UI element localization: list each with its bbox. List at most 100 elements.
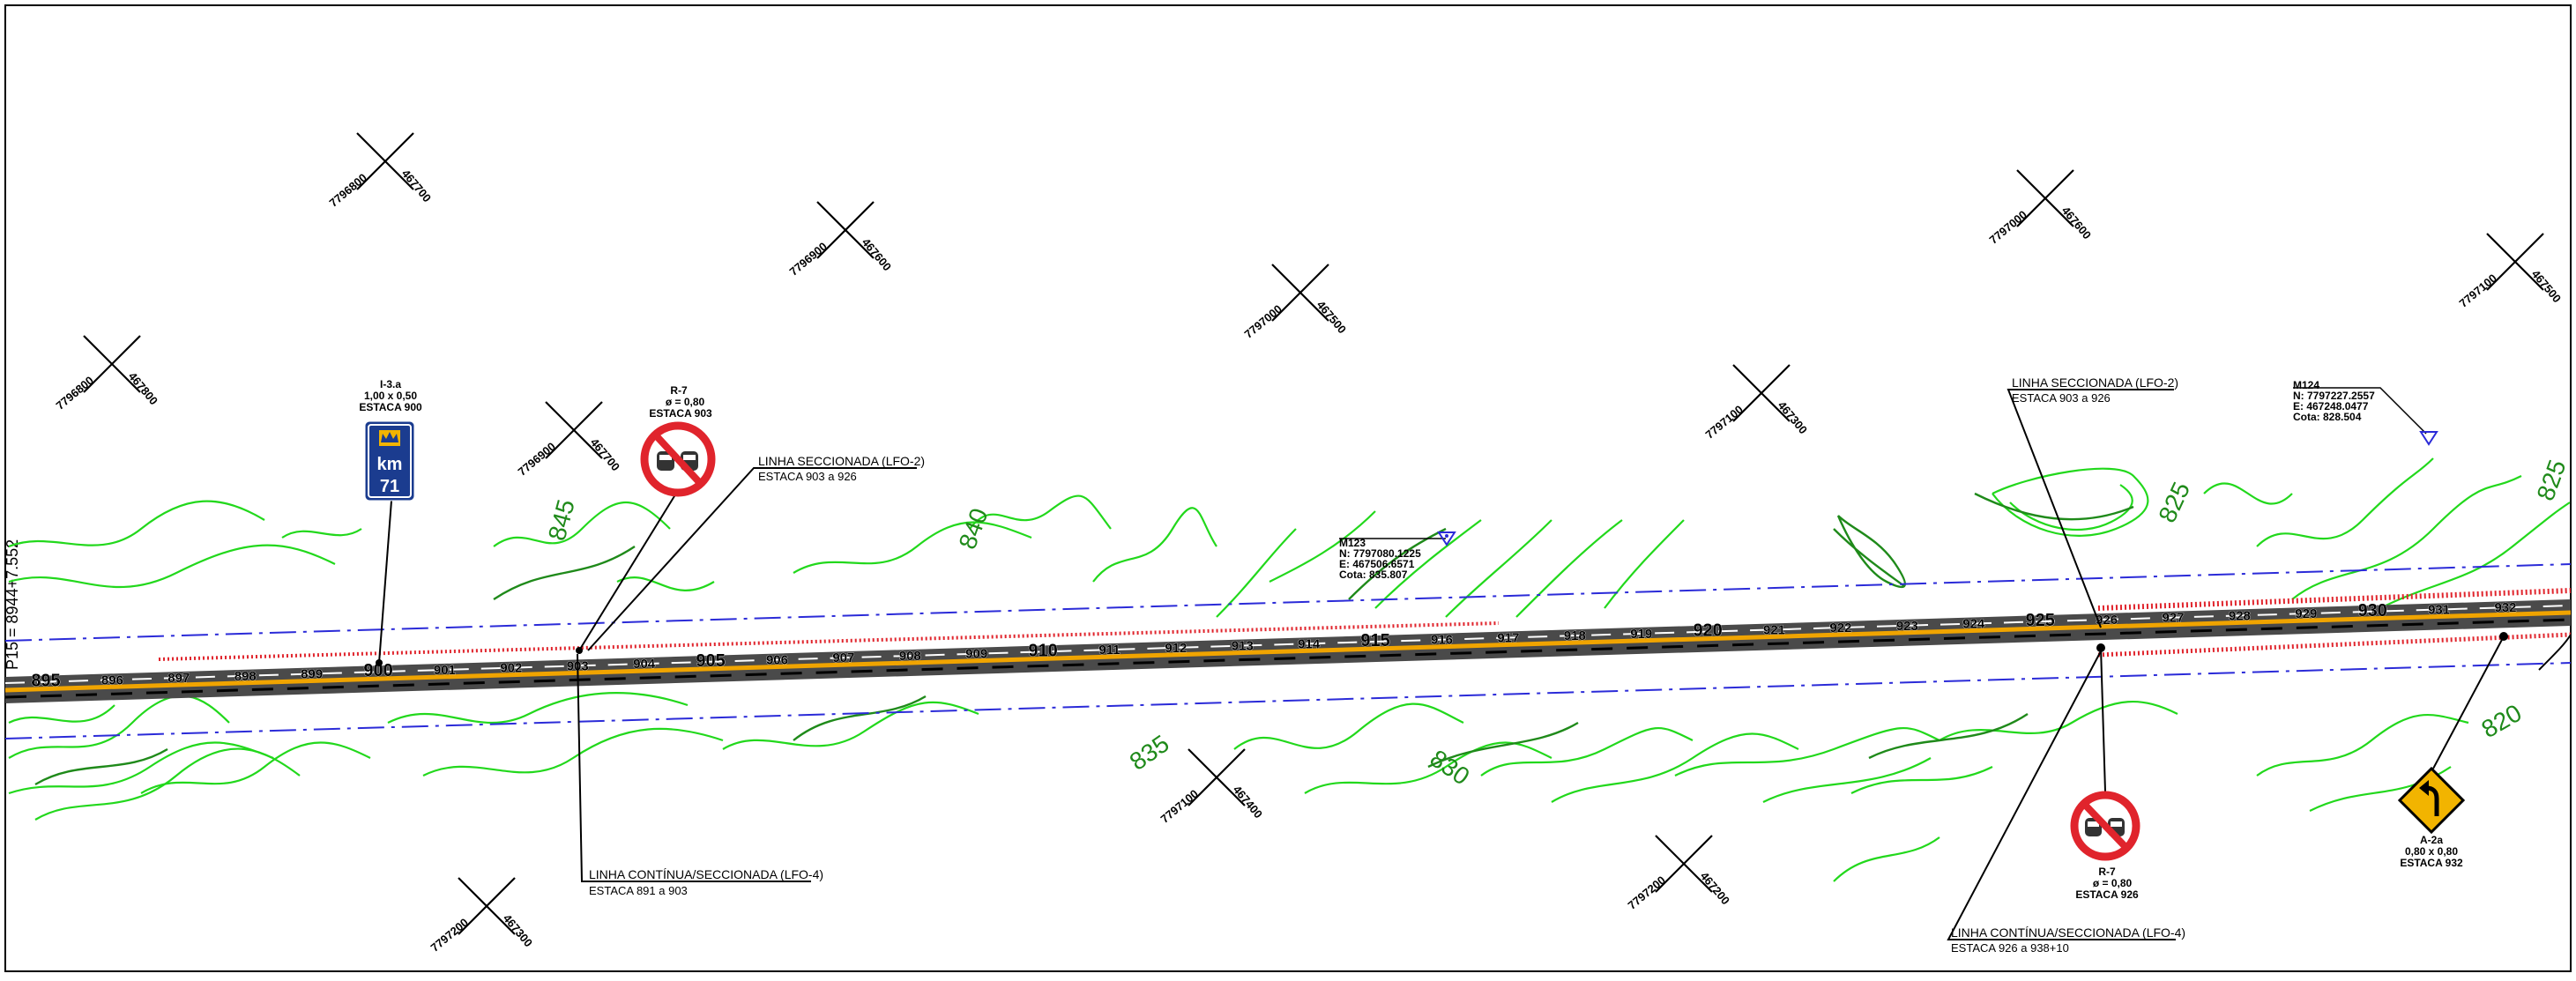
callout-leader xyxy=(587,467,917,651)
sheet-border xyxy=(4,4,2572,972)
sign-post-dot xyxy=(376,659,383,666)
station-label: 909 xyxy=(965,647,987,662)
sign-no-overtaking-903[interactable]: R-7 ø = 0,80 ESTACA 903 xyxy=(576,384,716,654)
grid-northing: 7797100 xyxy=(2457,271,2499,310)
benchmark-m123[interactable]: M123 N: 7797080.1225 E: 467506.6571 Cota… xyxy=(1339,531,1456,581)
callout-sub: ESTACA 926 a 938+10 xyxy=(1951,941,2069,955)
station-label: 927 xyxy=(2162,611,2184,626)
station-label: 925 xyxy=(2025,611,2054,630)
callout-lfo4-right[interactable]: LINHA CONTÍNUA/SECCIONADA (LFO-4) ESTACA… xyxy=(1947,647,2185,955)
grid-cross-mark: 7797100 467400 xyxy=(1158,748,1265,826)
benchmark-triangle-icon xyxy=(1437,531,1456,546)
station-label: 899 xyxy=(301,666,323,681)
station-label: 898 xyxy=(235,669,257,684)
station-label: 932 xyxy=(2494,600,2516,615)
station-label: 928 xyxy=(2229,608,2251,623)
callout-leader xyxy=(1947,647,2176,940)
station-label: 924 xyxy=(1962,616,1985,631)
benchmark-north: N: 7797227.2557 xyxy=(2293,390,2375,402)
station-label: 911 xyxy=(1098,643,1120,658)
grid-northing: 7796800 xyxy=(54,374,96,412)
grid-easting: 467600 xyxy=(860,235,894,273)
station-label: 914 xyxy=(1298,636,1321,651)
grid-easting: 467700 xyxy=(588,435,622,473)
callout-lfo4-left[interactable]: LINHA CONTÍNUA/SECCIONADA (LFO-4) ESTACA… xyxy=(577,653,823,897)
sign-size: ø = 0,80 xyxy=(666,396,705,408)
sign-estaca: ESTACA 903 xyxy=(649,407,712,420)
station-label: 904 xyxy=(633,657,656,672)
lane-marking-north xyxy=(4,605,2572,684)
grid-northing: 7797000 xyxy=(1987,208,2029,247)
grid-cross-mark: 7797100 467300 xyxy=(1703,364,1810,442)
grid-cross-mark: 7797000 467500 xyxy=(1242,264,1349,341)
sign-no-overtaking-926[interactable]: R-7 ø = 0,80 ESTACA 926 xyxy=(2070,643,2140,901)
station-label: 931 xyxy=(2428,603,2450,618)
grid-easting: 467500 xyxy=(2529,267,2564,305)
benchmark-leader xyxy=(2293,387,2427,435)
station-label: 902 xyxy=(500,661,522,676)
grid-northing: 7796900 xyxy=(787,240,830,279)
benchmark-north: N: 7797080.1225 xyxy=(1339,547,1421,560)
grid-easting: 467600 xyxy=(2059,204,2094,242)
callout-sub: ESTACA 891 a 903 xyxy=(589,884,688,897)
grid-northing: 7796800 xyxy=(327,171,369,210)
sign-post-dot xyxy=(576,647,583,654)
no-overtaking-icon xyxy=(2070,791,2140,861)
station-label: 900 xyxy=(363,661,392,680)
station-label: 923 xyxy=(1896,619,1918,634)
benchmark-m124[interactable]: M124 N: 7797227.2557 E: 467248.0477 Cota… xyxy=(2293,379,2438,446)
grid-northing: 7797100 xyxy=(1158,787,1201,826)
contour-label: 830 xyxy=(1426,745,1475,791)
station-label: 908 xyxy=(899,649,921,664)
grid-easting: 467800 xyxy=(126,369,160,407)
crown-shape xyxy=(381,432,398,442)
grid-cross-mark: 7797200 467300 xyxy=(428,877,535,955)
sign-curve-warning-932[interactable]: A-2a 0,80 x 0,80 ESTACA 932 xyxy=(2397,632,2508,869)
callout-title: LINHA SECCIONADA (LFO-2) xyxy=(2012,375,2178,390)
sign-post-dot xyxy=(2096,643,2105,652)
callout-title: LINHA SECCIONADA (LFO-2) xyxy=(758,454,925,468)
benchmark-triangle-icon xyxy=(2419,431,2438,446)
benchmark-east: E: 467248.0477 xyxy=(2293,400,2369,412)
station-label: 912 xyxy=(1165,641,1187,656)
grid-cross-mark: 7796800 467800 xyxy=(54,335,160,412)
contour-label: 825 xyxy=(2153,478,2195,526)
contour-lines xyxy=(8,457,2571,882)
benchmark-name: M123 xyxy=(1339,537,1366,549)
sign-estaca: ESTACA 926 xyxy=(2075,888,2139,901)
callout-lfo2-right[interactable]: LINHA SECCIONADA (LFO-2) ESTACA 903 a 92… xyxy=(2006,375,2178,628)
km-sign-line1: km xyxy=(377,455,403,474)
edge-text: P15 = 8944+7.552 xyxy=(4,539,21,670)
station-label: 920 xyxy=(1693,621,1722,641)
station-label: 917 xyxy=(1497,630,1519,645)
sign-leader-line xyxy=(2432,635,2505,769)
station-label: 895 xyxy=(31,672,60,691)
station-label: 930 xyxy=(2358,601,2387,621)
grid-easting: 467300 xyxy=(1776,398,1810,436)
station-label: 921 xyxy=(1763,622,1785,637)
grid-cross-mark: 7797100 467500 xyxy=(2457,233,2564,310)
station-label: 915 xyxy=(1360,631,1389,650)
offset-line-north xyxy=(4,563,2572,642)
cut-edge-hatch-north xyxy=(158,621,1500,661)
callout-lfo2-left[interactable]: LINHA SECCIONADA (LFO-2) ESTACA 903 a 92… xyxy=(587,454,925,651)
grid-cross-mark: 7797000 467600 xyxy=(1987,169,2094,247)
benchmark-east: E: 467506.6571 xyxy=(1339,558,1415,570)
grid-cross-mark: 7796900 467600 xyxy=(787,201,894,279)
station-label: 919 xyxy=(1630,627,1652,642)
grid-easting: 467500 xyxy=(1314,298,1349,336)
contour-label: 820 xyxy=(2477,699,2527,743)
contour-label: 840 xyxy=(954,505,994,554)
sign-km-marker[interactable]: I-3.a 1,00 x 0,50 ESTACA 900 km 71 xyxy=(359,378,422,666)
sign-size: 0,80 x 0,80 xyxy=(2405,845,2458,858)
sign-size: 1,00 x 0,50 xyxy=(364,390,417,402)
station-label: 926 xyxy=(2096,613,2118,628)
station-label: 910 xyxy=(1028,641,1057,660)
sign-estaca: ESTACA 900 xyxy=(359,401,422,413)
benchmark-cota: Cota: 835.807 xyxy=(1339,569,1408,581)
station-label: 913 xyxy=(1232,639,1254,654)
grid-cross-mark: 7796800 467700 xyxy=(327,132,434,210)
grid-northing: 7797200 xyxy=(428,916,471,955)
